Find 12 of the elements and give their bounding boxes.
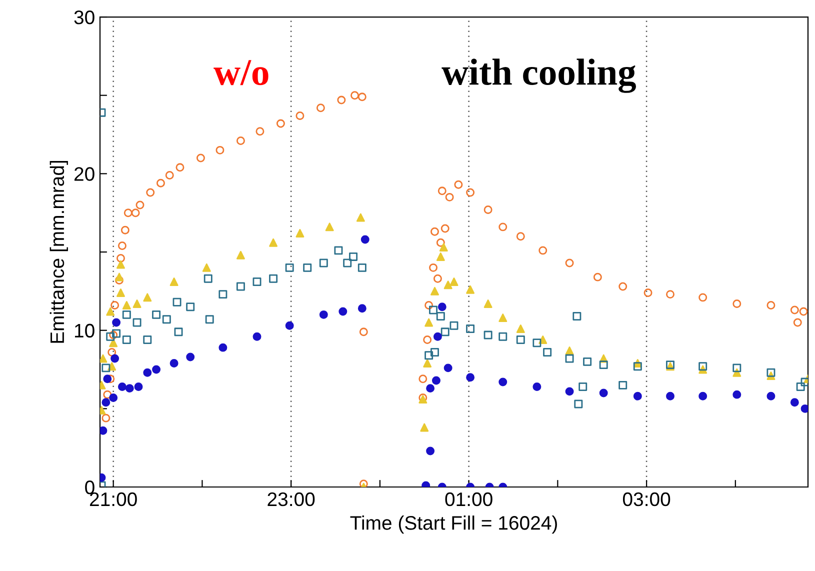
x-tick-label: 03:00	[622, 492, 670, 506]
y-axis-title: Emittance [mm.mrad]	[50, 161, 68, 343]
y-tick-label: 20	[74, 167, 94, 181]
y-tick-label: 10	[74, 324, 94, 338]
y-tick-label: 0	[85, 480, 94, 494]
annotation: w/o	[214, 60, 268, 86]
annotation: with cooling	[442, 58, 636, 93]
x-tick-label: 23:00	[268, 492, 315, 506]
x-tick-label: 21:00	[90, 492, 137, 506]
x-axis-title: Time (Start Fill = 16024)	[350, 516, 557, 534]
y-tick-label: 30	[74, 10, 94, 24]
x-tick-label: 01:00	[445, 492, 492, 506]
